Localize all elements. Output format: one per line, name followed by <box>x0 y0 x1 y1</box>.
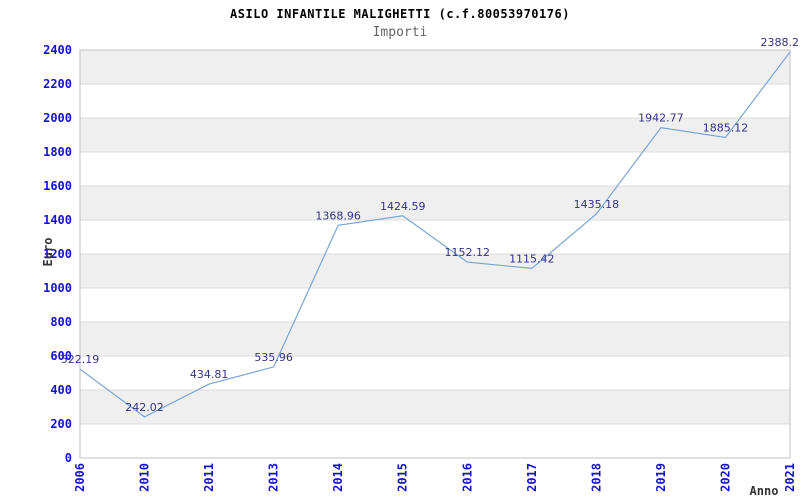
y-tick-label: 2400 <box>43 43 72 57</box>
x-tick-label: 2017 <box>525 463 539 492</box>
data-point-label: 242.02 <box>125 401 164 414</box>
y-tick-label: 2000 <box>43 111 72 125</box>
y-axis-title: Euro <box>41 238 55 267</box>
chart-title: ASILO INFANTILE MALIGHETTI (c.f.80053970… <box>230 7 570 21</box>
x-tick-label: 2018 <box>589 463 603 492</box>
x-tick-label: 2021 <box>783 463 797 492</box>
band-row <box>80 186 790 220</box>
chart-subtitle: Importi <box>372 25 428 40</box>
x-tick-label: 2020 <box>718 463 732 492</box>
y-tick-label: 200 <box>50 417 72 431</box>
band-row <box>80 322 790 356</box>
x-tick-label: 2013 <box>267 463 281 492</box>
y-tick-label: 1400 <box>43 213 72 227</box>
data-point-label: 1885.12 <box>703 122 749 135</box>
y-tick-label: 400 <box>50 383 72 397</box>
x-tick-label: 2016 <box>460 463 474 492</box>
x-tick-label: 2019 <box>654 463 668 492</box>
y-tick-label: 2200 <box>43 77 72 91</box>
data-point-label: 1424.59 <box>380 200 426 213</box>
band-row <box>80 254 790 288</box>
y-tick-label: 0 <box>65 451 72 465</box>
data-point-label: 434.81 <box>190 368 229 381</box>
band-row <box>80 390 790 424</box>
x-tick-label: 2011 <box>202 463 216 492</box>
x-tick-label: 2006 <box>73 463 87 492</box>
y-tick-label: 1000 <box>43 281 72 295</box>
x-tick-label: 2015 <box>396 463 410 492</box>
y-tick-label: 800 <box>50 315 72 329</box>
y-tick-label: 1200 <box>43 247 72 261</box>
y-tick-label: 600 <box>50 349 72 363</box>
data-point-label: 1942.77 <box>638 112 684 125</box>
data-point-label: 535.96 <box>254 351 293 364</box>
data-point-label: 1435.18 <box>574 198 620 211</box>
x-tick-label: 2014 <box>331 463 345 492</box>
band-row <box>80 118 790 152</box>
x-axis-title: Anno <box>750 484 779 498</box>
plot-border <box>79 49 791 459</box>
band-row <box>80 50 790 84</box>
data-point-label: 2388.2 <box>761 36 800 49</box>
data-point-label: 1115.42 <box>509 252 555 265</box>
data-point-label: 522.19 <box>61 353 100 366</box>
trend-line <box>79 51 791 418</box>
y-tick-label: 1600 <box>43 179 72 193</box>
x-tick-label: 2010 <box>138 463 152 492</box>
data-point-label: 1152.12 <box>445 246 491 259</box>
y-tick-label: 1800 <box>43 145 72 159</box>
data-point-label: 1368.96 <box>315 209 361 222</box>
